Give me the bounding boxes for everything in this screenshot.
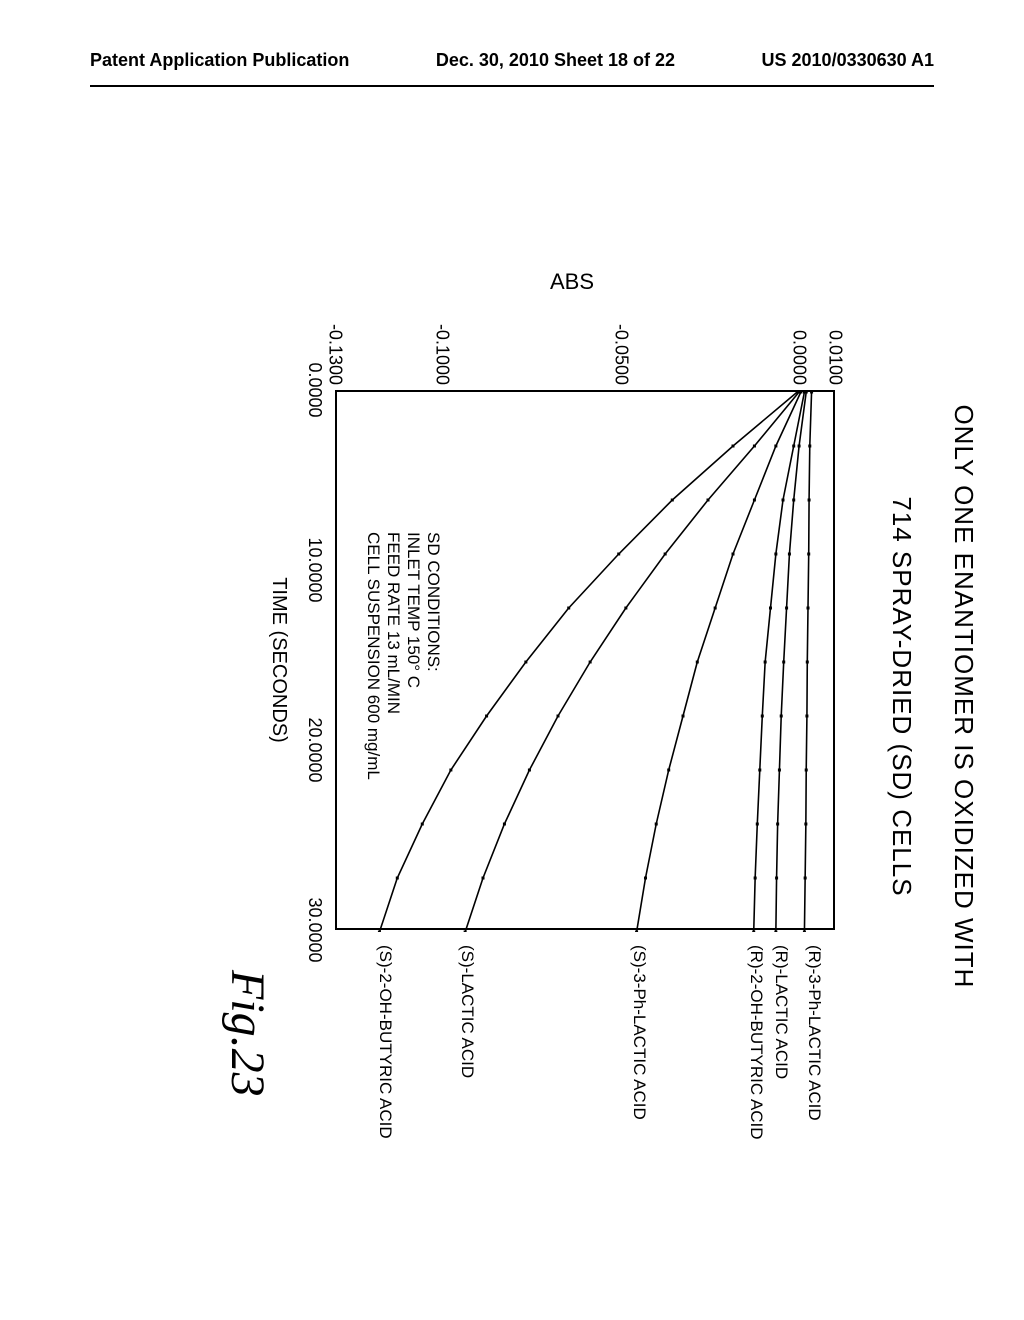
data-marker [758,769,761,772]
data-marker [655,823,658,826]
data-marker [803,392,806,394]
data-marker [732,553,735,556]
data-marker [764,661,767,664]
x-tick-label: 10.0000 [304,537,325,602]
data-marker [776,823,779,826]
data-marker [774,445,777,448]
data-marker [503,823,506,826]
data-marker [557,715,560,718]
header-center: Dec. 30, 2010 Sheet 18 of 22 [436,50,675,71]
data-marker [769,607,772,610]
data-marker [485,715,488,718]
data-marker [807,607,810,610]
plot-area: SD CONDITIONS: INLET TEMP 150° C FEED RA… [335,390,835,930]
series-label: (S)-LACTIC ACID [457,945,477,1078]
data-marker [805,769,808,772]
data-marker [808,499,811,502]
data-marker [753,445,756,448]
data-marker [421,823,424,826]
data-marker [732,445,735,448]
data-marker [671,499,674,502]
data-marker [782,661,785,664]
data-marker [396,877,399,880]
data-marker [792,499,795,502]
data-marker [780,715,783,718]
data-marker [589,661,592,664]
page-header: Patent Application Publication Dec. 30, … [0,50,1024,71]
data-marker [667,769,670,772]
plot-container: ABS SD CONDITIONS: INLET TEMP 150° C FEE… [235,290,835,1070]
data-marker [617,553,620,556]
data-marker [806,661,809,664]
data-marker [567,607,570,610]
data-marker [482,877,485,880]
data-marker [707,499,710,502]
data-marker [753,499,756,502]
data-marker [696,661,699,664]
y-tick-label: -0.1000 [432,300,453,385]
data-marker [378,931,381,933]
y-tick-label: -0.0500 [610,300,631,385]
data-marker [752,931,755,933]
series-label: (R)-2-OH-BUTYRIC ACID [746,945,766,1140]
data-marker [804,877,807,880]
chart-title-line1: ONLY ONE ENANTIOMER IS OXIDIZED WITH [949,404,979,988]
data-marker [682,715,685,718]
data-marker [775,877,778,880]
data-marker [528,769,531,772]
data-marker [808,445,811,448]
data-marker [792,445,795,448]
series-line [637,392,801,932]
data-marker [796,392,799,394]
x-tick-label: 0.0000 [304,362,325,417]
figure: ONLY ONE ENANTIOMER IS OXIDIZED WITH 714… [10,290,1010,1070]
data-marker [714,607,717,610]
data-marker [754,877,757,880]
x-tick-label: 30.0000 [304,897,325,962]
data-marker [788,553,791,556]
chart-title-line2: 714 SPRAY-DRIED (SD) CELLS [887,496,917,896]
x-axis-label: TIME (SECONDS) [267,390,290,930]
series-label: (S)-2-OH-BUTYRIC ACID [375,945,395,1139]
header-rule [90,85,934,87]
data-marker [798,445,801,448]
data-marker [774,931,777,933]
y-tick-label: 0.0000 [789,300,810,385]
data-marker [774,553,777,556]
data-marker [761,715,764,718]
chart-title: ONLY ONE ENANTIOMER IS OXIDIZED WITH 714… [855,290,1010,1070]
series-label: (S)-3-Ph-LACTIC ACID [629,945,649,1120]
data-marker [810,392,813,394]
figure-number: Fig.23 [220,970,275,1097]
data-marker [464,931,467,933]
data-marker [624,607,627,610]
data-marker [756,823,759,826]
y-axis-label: ABS [550,269,594,295]
data-marker [778,769,781,772]
y-tick-label: -0.1300 [325,300,346,385]
data-marker [782,499,785,502]
data-marker [803,931,806,933]
data-marker [644,877,647,880]
data-marker [524,661,527,664]
sd-conditions-annotation: SD CONDITIONS: INLET TEMP 150° C FEED RA… [363,532,443,780]
series-label: (R)-3-Ph-LACTIC ACID [804,945,824,1121]
data-marker [449,769,452,772]
header-right: US 2010/0330630 A1 [762,50,934,71]
y-tick-label: 0.0100 [825,300,846,385]
data-marker [807,553,810,556]
data-marker [635,931,638,933]
x-tick-label: 20.0000 [304,717,325,782]
data-marker [785,607,788,610]
series-line [465,392,799,932]
series-line [776,392,806,932]
series-label: (R)-LACTIC ACID [771,945,791,1079]
data-marker [805,715,808,718]
data-marker [804,823,807,826]
data-marker [664,553,667,556]
header-left: Patent Application Publication [90,50,349,71]
